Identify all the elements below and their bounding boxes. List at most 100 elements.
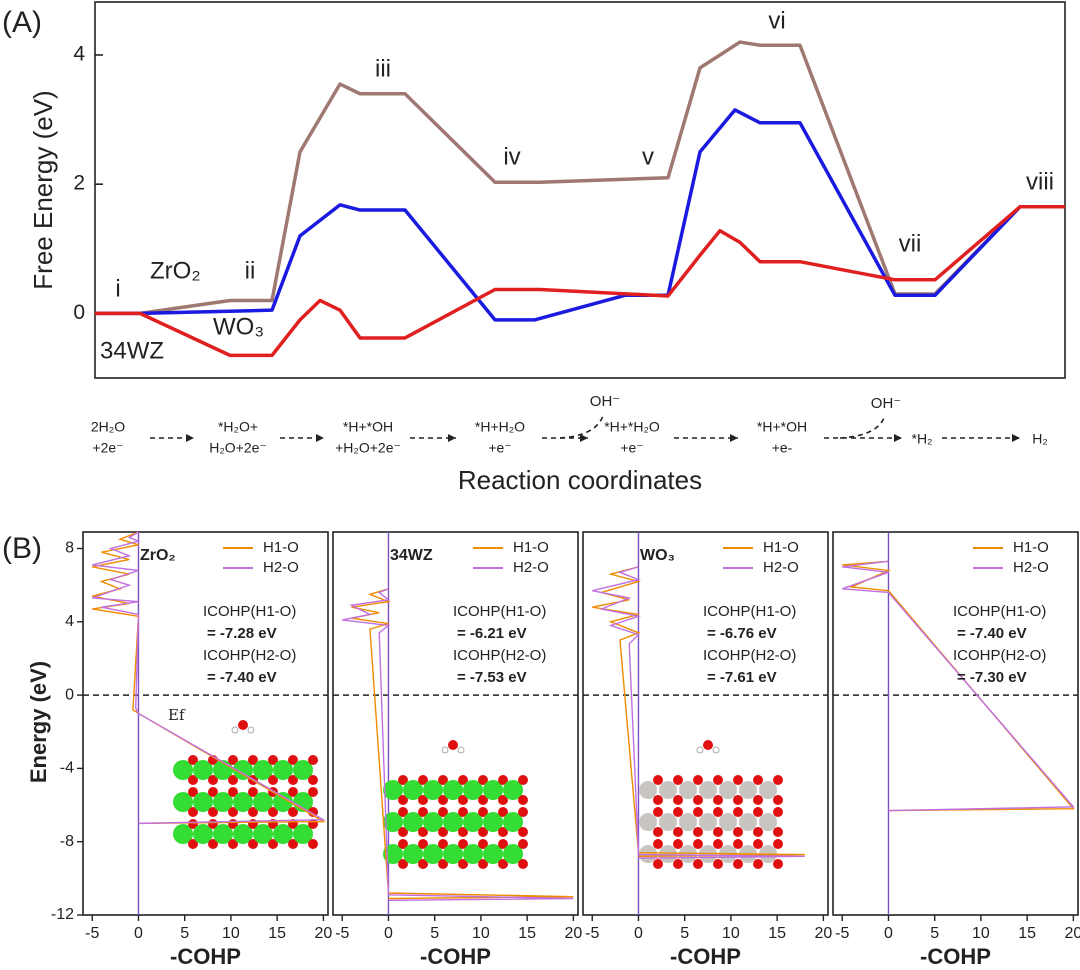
atom [231, 726, 239, 734]
cohp-line [842, 560, 1075, 812]
x-tick-label: 5 [930, 925, 939, 942]
atom [308, 839, 318, 849]
panel-title: ZrO₂ [140, 547, 176, 564]
x-tick-label: 5 [430, 925, 439, 942]
atom [398, 827, 408, 837]
atom [308, 755, 318, 765]
x-tick-label: 15 [268, 925, 286, 942]
atom [228, 775, 238, 785]
legend-label: H2-O [513, 559, 549, 576]
atom [463, 844, 483, 864]
atom [478, 795, 488, 805]
atom [268, 807, 278, 817]
panel-title: WO₃ [640, 547, 675, 564]
atom [773, 859, 783, 869]
atom [699, 813, 717, 831]
atom [518, 839, 528, 849]
atom [753, 859, 763, 869]
atom [193, 824, 213, 844]
x-tick-label: 0 [634, 925, 643, 942]
atom [443, 812, 463, 832]
atom [188, 839, 198, 849]
atom [733, 775, 743, 785]
x-tick-label: 15 [1018, 925, 1036, 942]
atom [498, 775, 508, 785]
x-tick-label: -5 [335, 925, 349, 942]
structure-image [173, 720, 318, 849]
y-tick-label: -12 [51, 906, 74, 923]
icohp-label: = -7.53 eV [457, 669, 527, 686]
icohp-label: ICOHP(H2-O) [703, 647, 796, 664]
atom [478, 859, 488, 869]
y-axis-label: Free Energy (eV) [28, 90, 58, 289]
structure-image [639, 740, 783, 869]
icohp-label: = -7.28 eV [207, 625, 277, 642]
atom [518, 775, 528, 785]
atom [733, 827, 743, 837]
atom [673, 795, 683, 805]
atom [228, 755, 238, 765]
atom [498, 795, 508, 805]
energy-line [95, 205, 1065, 358]
atom [703, 740, 713, 750]
release-arrow [559, 415, 604, 439]
atom [503, 844, 523, 864]
step-label: *H+*OH [757, 419, 807, 435]
atom [248, 839, 258, 849]
atom [458, 839, 468, 849]
legend-label: H2-O [763, 559, 799, 576]
atom [383, 780, 403, 800]
atom [208, 839, 218, 849]
atom [248, 807, 258, 817]
atom [208, 787, 218, 797]
atom [759, 813, 777, 831]
step-label: +H₂O+2e⁻ [335, 440, 401, 456]
atom [403, 780, 423, 800]
atom [383, 844, 403, 864]
cohp-line [342, 588, 574, 902]
atom [773, 807, 783, 817]
y-tick-label: 2 [73, 172, 85, 195]
atom [679, 781, 697, 799]
atom [478, 827, 488, 837]
atom [193, 760, 213, 780]
icohp-label: ICOHP(H2-O) [203, 647, 296, 664]
state-label: iv [503, 143, 520, 170]
series-label: 34WZ [100, 337, 164, 364]
atom [253, 824, 273, 844]
step-label: 2H₂O [91, 419, 125, 435]
atom [308, 775, 318, 785]
arrow-head [186, 434, 194, 442]
plot-frame [82, 531, 329, 916]
atom [438, 795, 448, 805]
atom [498, 827, 508, 837]
step-label: +e- [772, 440, 793, 456]
icohp-label: = -6.76 eV [707, 625, 777, 642]
arrow-head [316, 434, 324, 442]
atom [438, 807, 448, 817]
atom [418, 859, 428, 869]
atom [773, 827, 783, 837]
atom [188, 775, 198, 785]
y-tick-label: 4 [73, 43, 85, 66]
atom [458, 827, 468, 837]
panel-title: 34WZ [390, 547, 433, 564]
plot-frame [332, 531, 579, 916]
atom [679, 813, 697, 831]
atom [693, 795, 703, 805]
atom [268, 755, 278, 765]
atom [288, 839, 298, 849]
icohp-label: ICOHP(H1-O) [203, 603, 296, 620]
atom [457, 746, 465, 754]
icohp-label: ICOHP(H2-O) [953, 647, 1046, 664]
legend-label: H2-O [1013, 559, 1049, 576]
x-tick-label: 20 [1064, 925, 1080, 942]
y-axis-label: Energy (eV) [26, 661, 51, 783]
atom [518, 795, 528, 805]
atom [268, 775, 278, 785]
icohp-label: = -7.61 eV [707, 669, 777, 686]
atom [188, 787, 198, 797]
x-tick-label: 10 [472, 925, 490, 942]
state-label: ii [245, 257, 256, 284]
atom [693, 827, 703, 837]
